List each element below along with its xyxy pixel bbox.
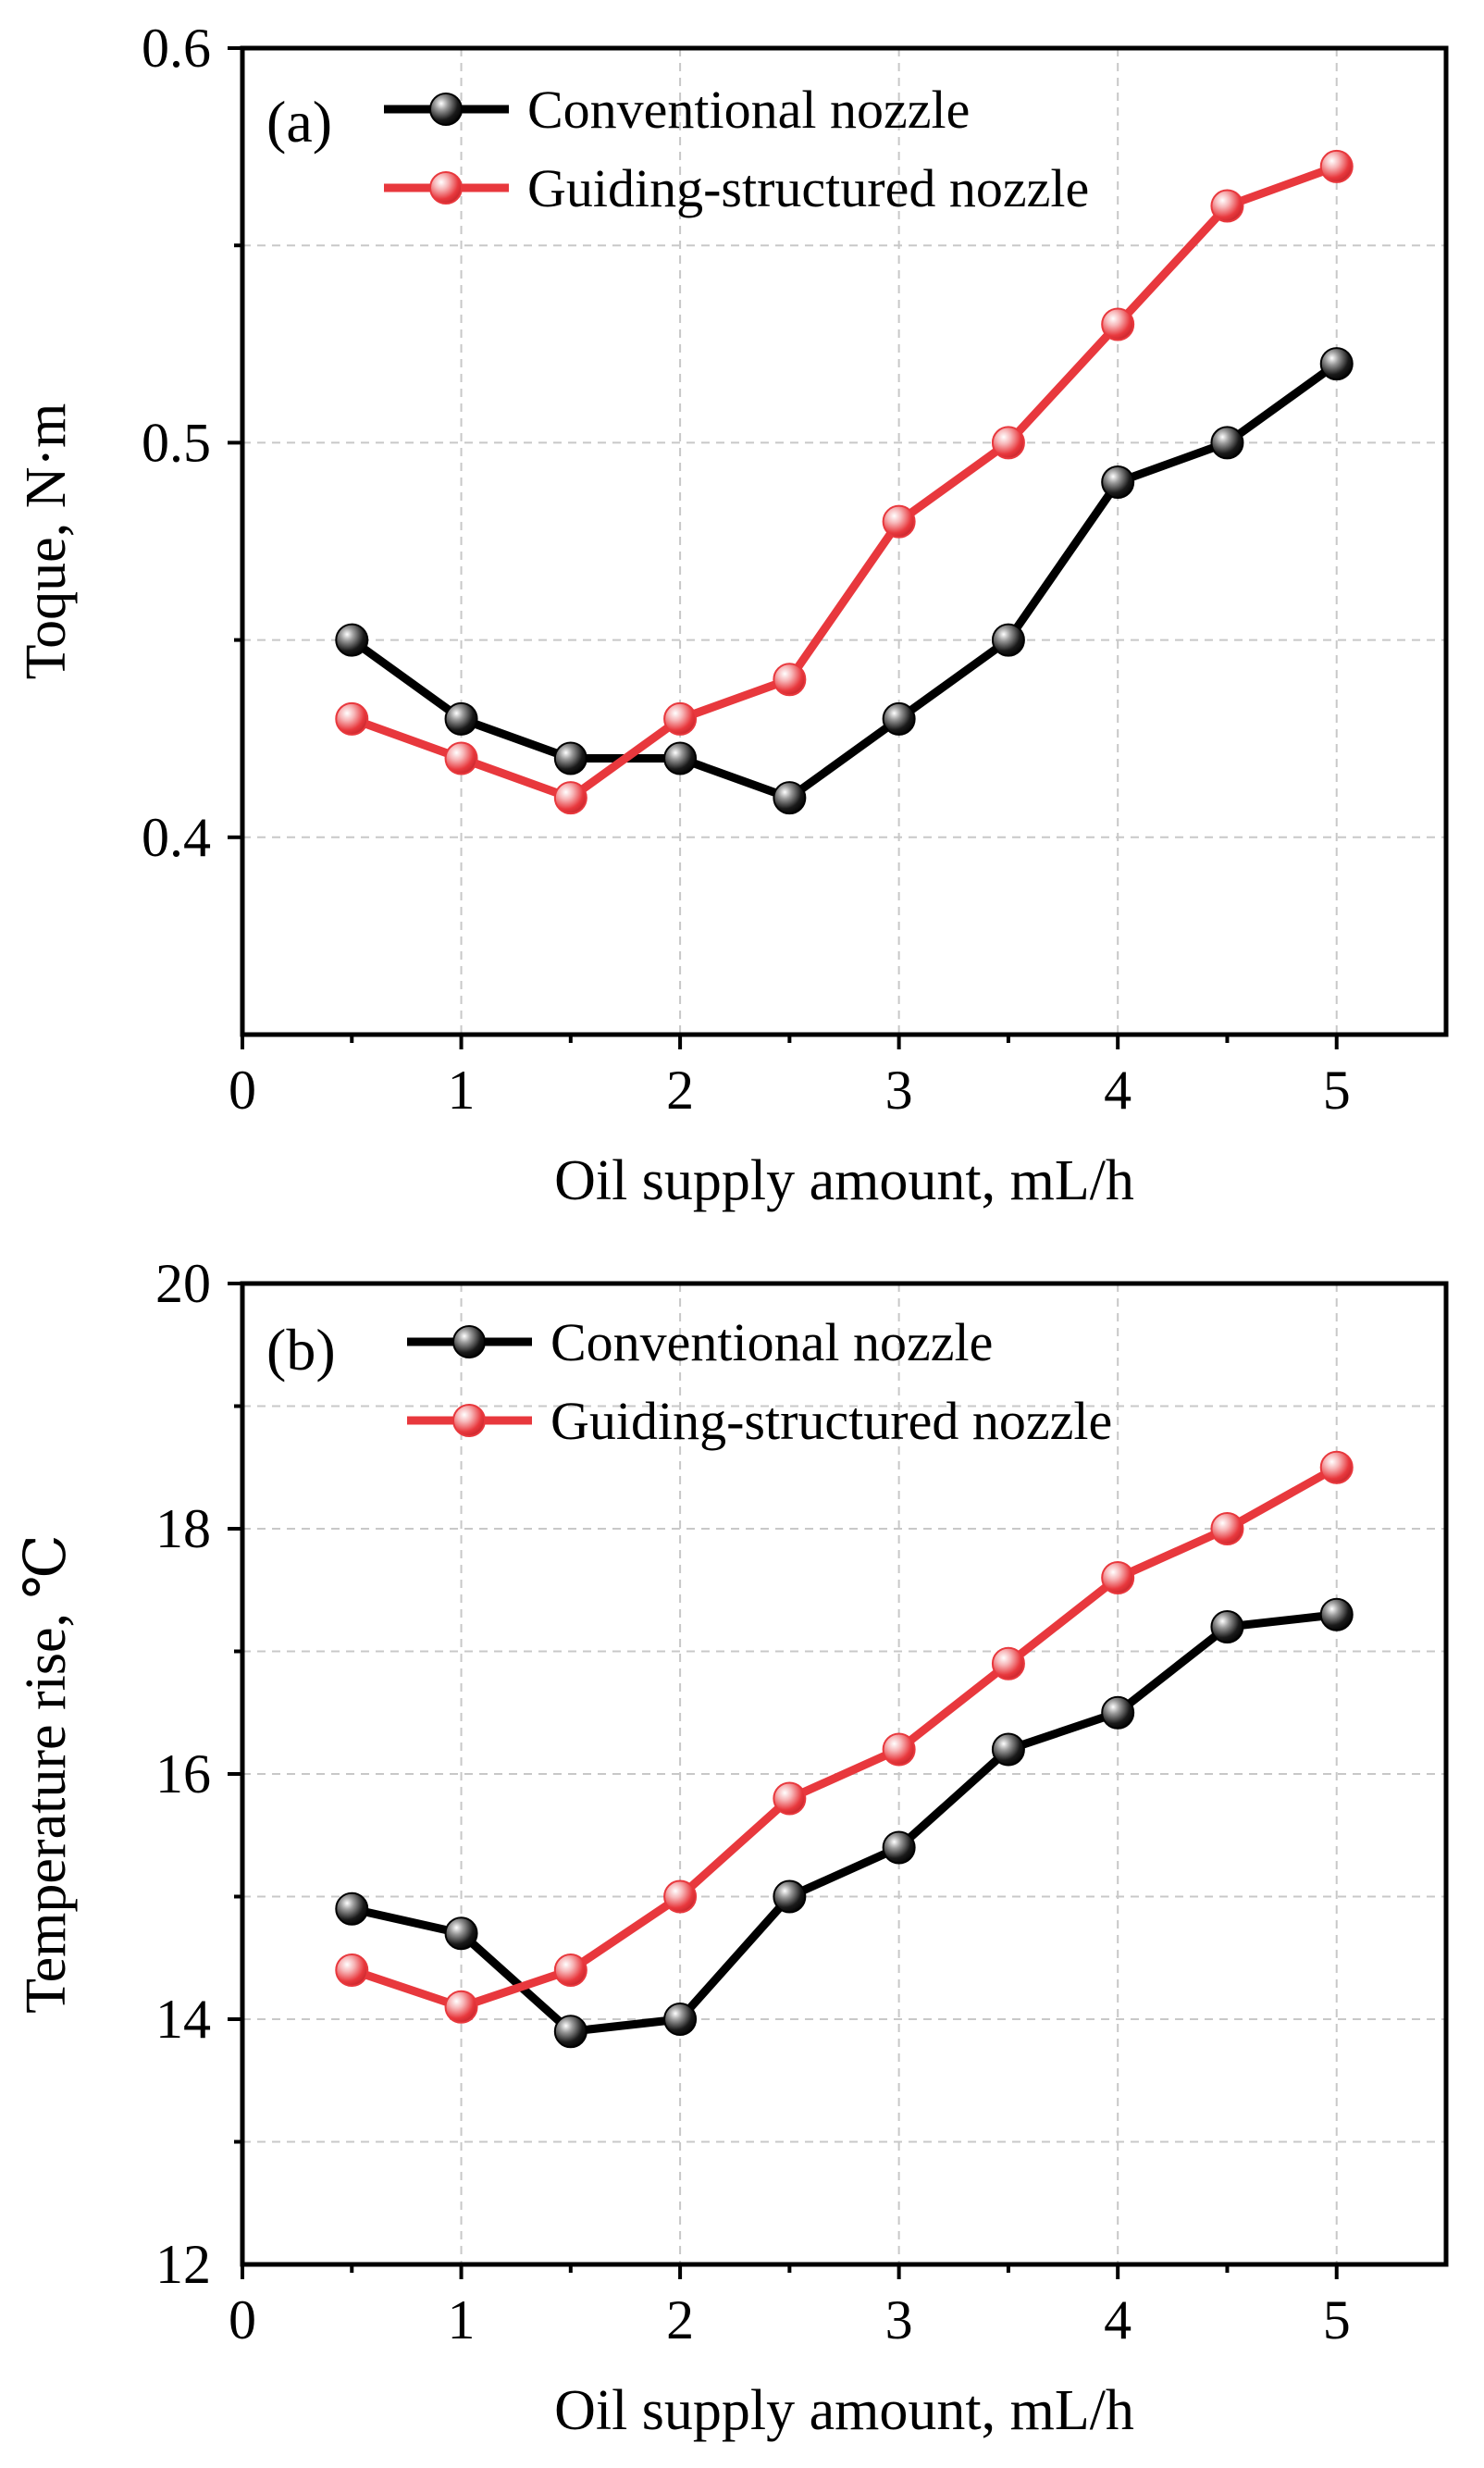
data-point — [444, 1916, 478, 1951]
legend-label: Conventional nozzle — [527, 80, 970, 140]
data-point — [444, 741, 478, 775]
y-tick-label: 14 — [155, 1989, 211, 2050]
data-point — [553, 781, 587, 815]
x-tick-label: 1 — [448, 1060, 476, 1121]
y-axis-title: Toque, N·m — [15, 403, 78, 680]
panel-label: (a) — [266, 89, 332, 155]
series-line-guiding-structured — [350, 1463, 1339, 2012]
x-tick-label: 5 — [1323, 2289, 1351, 2350]
data-point — [553, 2015, 587, 2049]
data-point — [1319, 347, 1354, 381]
data-point — [773, 663, 807, 697]
panel-label: (b) — [266, 1317, 336, 1383]
x-tick-label: 4 — [1104, 1060, 1132, 1121]
data-point — [663, 741, 698, 775]
legend-label: Conventional nozzle — [550, 1312, 993, 1372]
data-point — [773, 781, 807, 815]
data-point — [882, 701, 916, 736]
chart-panel-a: 0 1 2 3 4 5 0.4 0.5 0.6 Oil supply amount, mL/h To… — [15, 18, 1449, 1212]
y-tick-label: 12 — [155, 2234, 211, 2295]
y-tick-label: 0.6 — [142, 18, 211, 79]
y-tick-label: 16 — [155, 1743, 211, 1804]
x-tick-label: 3 — [885, 2289, 913, 2350]
legend-marker — [429, 171, 463, 205]
data-point — [773, 1781, 807, 1816]
data-point — [1319, 149, 1354, 183]
data-point — [773, 1879, 807, 1914]
legend-marker — [452, 1404, 486, 1437]
y-tick-label: 18 — [155, 1498, 211, 1559]
data-point — [882, 504, 916, 539]
data-point — [1210, 1512, 1244, 1545]
x-tick-label: 2 — [666, 1060, 694, 1121]
legend-marker — [452, 1325, 486, 1358]
data-point — [1101, 307, 1135, 341]
y-tick-label: 20 — [155, 1253, 211, 1314]
legend-label: Guiding-structured nozzle — [550, 1391, 1112, 1451]
data-point — [663, 2003, 698, 2036]
data-point — [1101, 465, 1135, 500]
y-axis-title: Temperature rise, ℃ — [15, 1534, 78, 2014]
data-point — [1210, 189, 1244, 223]
series-line-conventional — [351, 1610, 1338, 2036]
data-point — [1101, 1561, 1135, 1594]
data-point — [553, 1953, 587, 1987]
y-tick-label: 0.4 — [142, 807, 211, 868]
x-tick-label: 0 — [229, 2289, 256, 2350]
data-point — [991, 1646, 1025, 1680]
data-point — [553, 741, 587, 775]
data-point — [1210, 1610, 1244, 1643]
x-tick-label: 3 — [885, 1060, 913, 1121]
data-point — [335, 701, 369, 736]
data-point — [444, 1990, 478, 2024]
data-point — [1319, 1597, 1354, 1631]
x-tick-label: 0 — [229, 1060, 256, 1121]
data-point — [335, 1891, 369, 1926]
legend-label: Guiding-structured nozzle — [527, 158, 1089, 218]
data-point — [663, 1879, 698, 1914]
data-point — [1101, 1695, 1135, 1730]
data-point — [991, 426, 1025, 460]
x-tick-label: 1 — [448, 2289, 476, 2350]
data-point — [1319, 1450, 1354, 1484]
plot-frame — [240, 45, 1449, 1037]
x-axis-title: Oil supply amount, mL/h — [554, 1149, 1134, 1212]
plot-frame — [240, 1281, 1449, 2267]
series-line-conventional — [349, 360, 1340, 802]
x-axis-title: Oil supply amount, mL/h — [554, 2379, 1134, 2442]
y-tick-label: 0.5 — [142, 412, 211, 473]
data-point — [991, 623, 1025, 657]
data-point — [335, 623, 369, 657]
legend-marker — [429, 93, 463, 126]
x-tick-label: 2 — [666, 2289, 694, 2350]
data-point — [1210, 426, 1244, 460]
data-point — [335, 1953, 369, 1987]
x-tick-label: 5 — [1323, 1060, 1351, 1121]
x-tick-label: 4 — [1104, 2289, 1132, 2350]
data-point — [882, 1732, 916, 1767]
data-point — [663, 701, 698, 736]
data-point — [991, 1732, 1025, 1767]
data-point — [444, 701, 478, 736]
data-point — [882, 1830, 916, 1865]
series-line-guiding-structured — [350, 162, 1339, 802]
